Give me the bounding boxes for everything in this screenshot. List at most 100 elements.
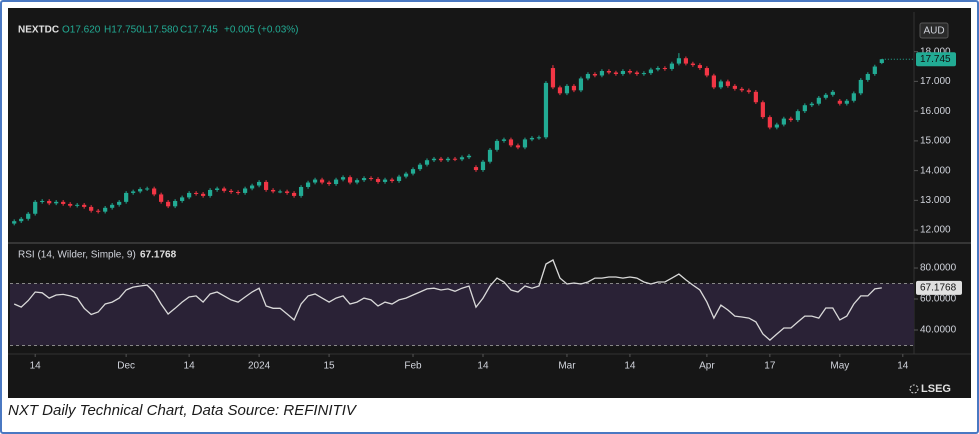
candle-body (515, 145, 521, 148)
candle-body (662, 68, 668, 70)
candle-body (879, 59, 884, 63)
candle-body (459, 157, 465, 160)
candle-body (208, 189, 213, 196)
candle-body (466, 155, 472, 158)
rsi-line (13, 259, 882, 341)
candle-body (305, 182, 311, 187)
candle-body (201, 193, 206, 196)
candle-body (480, 161, 486, 171)
candle-body (124, 192, 129, 202)
x-tick-label: 14 (30, 361, 42, 372)
candle-body (340, 177, 346, 180)
candle-body (277, 191, 283, 193)
rsi-tag-label: 67.1768 (920, 283, 957, 294)
candle-body (347, 177, 353, 183)
candle-body (173, 200, 178, 207)
y-tick-label: 13.000 (920, 195, 951, 206)
y-tick-label: 17.000 (920, 76, 951, 87)
candle-body (473, 167, 479, 171)
candle-body (47, 200, 52, 204)
candle-body (291, 192, 297, 196)
chart: NEXTDC O17.620 H17.750 L17.580 C17.745 +… (8, 8, 971, 398)
currency: AUD (923, 26, 944, 37)
candle-body (550, 68, 556, 88)
candle-body (438, 158, 444, 161)
candle-body (494, 140, 500, 150)
candle-body (865, 73, 870, 80)
high-label: H17.750 (104, 25, 142, 36)
candle-body (131, 191, 136, 193)
candle-body (648, 69, 654, 74)
last-price-tag (916, 52, 956, 67)
candle-body (361, 178, 367, 181)
candle-body (215, 188, 220, 190)
candle-body (739, 88, 744, 91)
logo: LSEG (921, 383, 951, 395)
candle-body (166, 201, 171, 207)
candle-body (382, 179, 388, 182)
candle-body (837, 100, 842, 104)
candle-body (655, 68, 661, 70)
rsi-current: 67.1768 (140, 250, 177, 261)
candle-body (613, 72, 619, 74)
caption: NXT Daily Technical Chart, Data Source: … (8, 402, 356, 419)
candle-body (487, 149, 493, 162)
y-tick-label: 80.0000 (920, 263, 957, 274)
candle-body (585, 73, 591, 79)
candle-body (788, 118, 793, 121)
candle-body (830, 91, 835, 95)
x-tick-label: 14 (184, 361, 196, 372)
candle-body (354, 180, 360, 183)
rsi-title: RSI (14, Wilder, Simple, 9) (18, 250, 136, 261)
candle-body (795, 111, 800, 121)
candle-body (194, 192, 199, 194)
candle-body (578, 78, 584, 91)
candle-body (152, 188, 157, 195)
candle-body (54, 201, 59, 204)
candle-body (326, 182, 332, 185)
symbol: NEXTDC (18, 25, 59, 36)
candle-body (82, 204, 87, 207)
x-tick-label: Apr (699, 361, 715, 372)
y-tick-label: 16.000 (920, 106, 951, 117)
candle-body (760, 102, 765, 118)
candle-body (68, 203, 73, 206)
candle-body (501, 139, 507, 141)
candle-body (410, 169, 416, 174)
candle-body (781, 118, 786, 125)
candle-body (767, 117, 772, 128)
candle-body (368, 178, 374, 180)
candle-body (249, 185, 255, 189)
y-tick-label: 18.000 (920, 46, 951, 57)
y-tick-label: 12.000 (920, 225, 951, 236)
candle-body (145, 188, 150, 190)
close-label: C17.745 (180, 25, 218, 36)
candle-body (284, 191, 290, 193)
candle-body (389, 179, 395, 182)
candle-body (417, 164, 423, 170)
x-tick-label: Dec (117, 361, 135, 372)
candle-body (89, 206, 94, 211)
candle-body (711, 75, 716, 88)
y-tick-label: 40.0000 (920, 325, 957, 336)
candle-body (858, 79, 863, 94)
candle-body (697, 65, 702, 69)
candle-body (263, 181, 269, 190)
y-tick-label: 60.0000 (920, 294, 957, 305)
candle-body (522, 139, 528, 148)
candle-body (452, 158, 458, 160)
candle-body (641, 73, 647, 75)
candle-body (606, 71, 612, 73)
candle-body (571, 85, 577, 91)
candle-body (117, 201, 122, 205)
candle-body (110, 204, 115, 208)
candle-body (774, 124, 779, 128)
candle-body (620, 71, 626, 74)
candle-body (138, 189, 143, 192)
candle-body (431, 158, 437, 161)
candle-body (180, 197, 185, 201)
candle-body (718, 81, 723, 88)
candle-body (96, 210, 101, 212)
candle-body (270, 189, 276, 192)
candle-body (256, 181, 262, 186)
